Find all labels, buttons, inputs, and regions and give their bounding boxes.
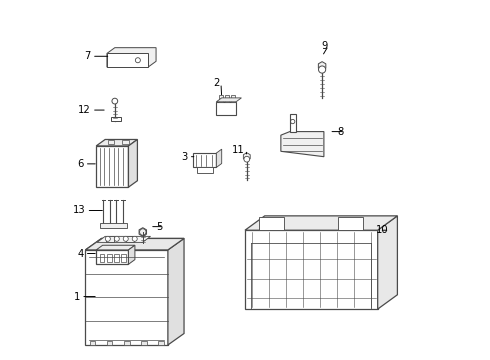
Bar: [124, 341, 129, 345]
Circle shape: [135, 58, 140, 63]
Text: 9: 9: [321, 41, 327, 50]
Polygon shape: [338, 217, 364, 230]
Text: 2: 2: [214, 78, 220, 88]
Polygon shape: [107, 53, 117, 67]
Text: 4: 4: [77, 248, 84, 258]
Bar: [158, 341, 164, 345]
Polygon shape: [126, 236, 134, 242]
Text: 11: 11: [232, 144, 245, 154]
Bar: [122, 140, 129, 144]
Text: 13: 13: [73, 206, 85, 216]
Polygon shape: [85, 250, 168, 345]
Polygon shape: [290, 114, 296, 132]
Polygon shape: [128, 139, 137, 187]
Polygon shape: [96, 146, 128, 187]
Polygon shape: [111, 117, 122, 121]
Bar: [225, 95, 229, 102]
Text: 6: 6: [77, 159, 84, 169]
Bar: [108, 140, 114, 144]
Text: 1: 1: [74, 292, 80, 302]
Polygon shape: [378, 216, 397, 309]
Polygon shape: [216, 98, 242, 102]
Bar: [107, 253, 112, 262]
Circle shape: [132, 236, 137, 241]
Polygon shape: [96, 245, 135, 250]
Polygon shape: [107, 48, 156, 67]
Text: 12: 12: [78, 105, 91, 115]
Polygon shape: [245, 216, 397, 230]
Polygon shape: [128, 245, 135, 264]
Polygon shape: [85, 238, 184, 250]
Bar: [231, 95, 235, 102]
Polygon shape: [139, 228, 147, 236]
Bar: [122, 253, 126, 262]
Polygon shape: [85, 238, 184, 250]
Circle shape: [244, 156, 250, 162]
Polygon shape: [318, 62, 326, 70]
Text: 7: 7: [84, 51, 91, 61]
Polygon shape: [106, 236, 114, 242]
Text: 10: 10: [376, 225, 389, 235]
Text: 5: 5: [156, 222, 163, 231]
Bar: [90, 341, 96, 345]
Polygon shape: [216, 149, 221, 167]
Circle shape: [123, 236, 128, 241]
Polygon shape: [97, 237, 150, 242]
Polygon shape: [96, 250, 128, 264]
Polygon shape: [281, 132, 324, 157]
Polygon shape: [196, 167, 213, 173]
Circle shape: [105, 236, 110, 241]
Polygon shape: [259, 217, 285, 230]
Polygon shape: [96, 139, 137, 146]
Polygon shape: [100, 223, 126, 228]
Polygon shape: [216, 102, 236, 116]
Circle shape: [318, 66, 326, 73]
Polygon shape: [245, 230, 378, 309]
Bar: [219, 95, 223, 102]
Bar: [141, 341, 147, 345]
Polygon shape: [193, 153, 216, 167]
Polygon shape: [107, 53, 148, 67]
Polygon shape: [244, 153, 250, 161]
Bar: [114, 253, 119, 262]
Polygon shape: [168, 238, 184, 345]
Circle shape: [114, 236, 119, 241]
Text: 3: 3: [181, 152, 188, 162]
Bar: [100, 253, 104, 262]
Circle shape: [112, 98, 118, 104]
Bar: [107, 341, 113, 345]
Text: 8: 8: [338, 127, 343, 136]
